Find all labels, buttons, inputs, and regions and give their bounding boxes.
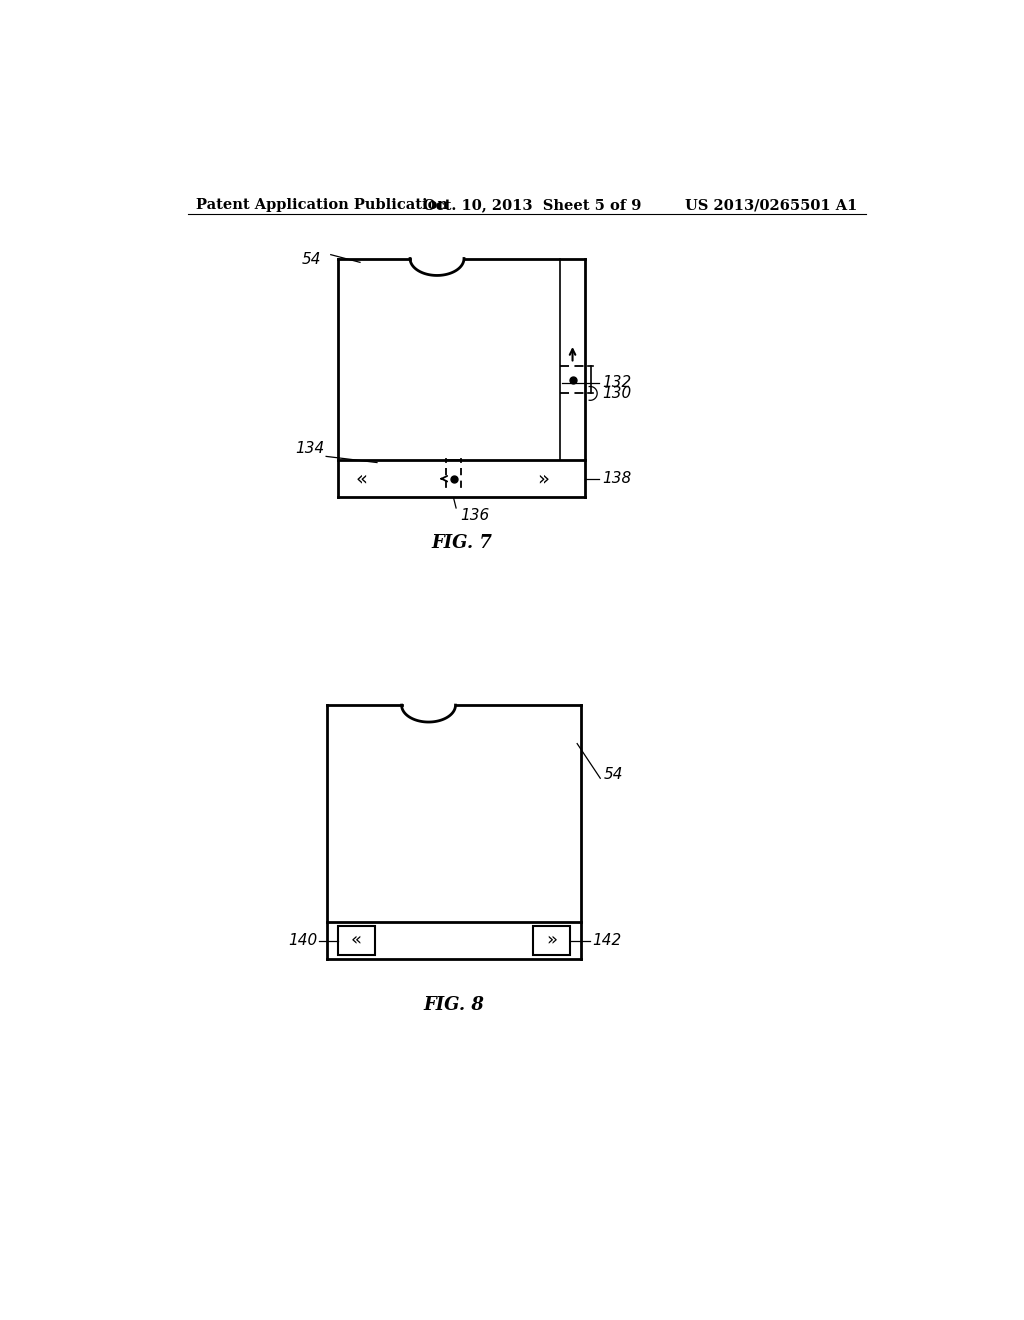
Text: 54: 54 [604,767,624,781]
Text: Oct. 10, 2013  Sheet 5 of 9: Oct. 10, 2013 Sheet 5 of 9 [423,198,641,213]
Text: «: « [350,932,361,949]
Text: «: « [355,469,368,488]
Text: Patent Application Publication: Patent Application Publication [196,198,449,213]
Bar [534,927,570,956]
Text: 138: 138 [602,471,631,486]
Text: 130: 130 [602,385,631,401]
Bar [338,927,375,956]
Text: 132: 132 [602,375,631,391]
Text: 140: 140 [289,933,317,948]
Text: US 2013/0265501 A1: US 2013/0265501 A1 [685,198,857,213]
Text: 136: 136 [460,508,489,523]
Text: 54: 54 [302,252,322,268]
Text: »: » [546,932,557,949]
Text: »: » [538,469,549,488]
Text: 134: 134 [295,441,325,457]
Text: 142: 142 [593,933,622,948]
Text: FIG. 7: FIG. 7 [431,535,493,552]
Text: FIG. 8: FIG. 8 [424,997,484,1014]
